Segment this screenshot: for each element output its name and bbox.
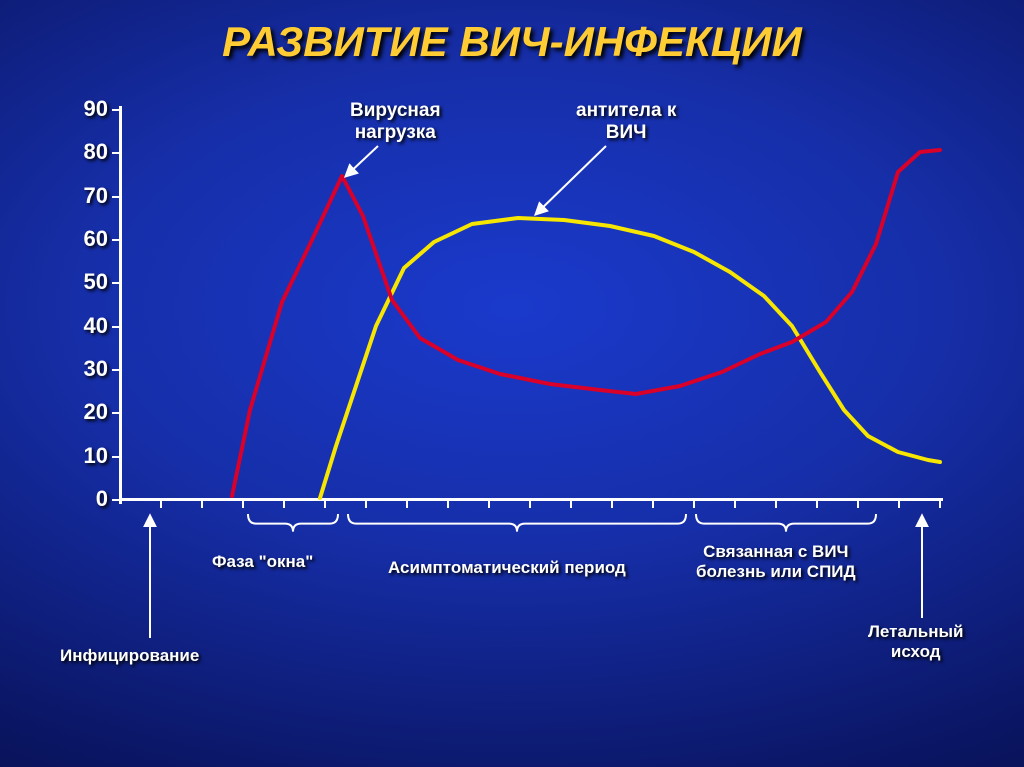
y-tick-mark xyxy=(112,369,120,371)
phase-label-death: Летальный исход xyxy=(868,622,963,661)
phase-label-death-line1: Летальный xyxy=(868,622,963,641)
y-tick-mark xyxy=(112,499,120,501)
y-tick-label: 90 xyxy=(84,96,108,122)
y-tick-mark xyxy=(112,196,120,198)
y-tick-label: 30 xyxy=(84,356,108,382)
y-tick-mark xyxy=(112,456,120,458)
y-tick-label: 80 xyxy=(84,139,108,165)
y-tick-mark xyxy=(112,109,120,111)
chart-area: 0 10 20 30 40 50 60 70 80 90 Вирусная на… xyxy=(120,110,940,500)
y-tick-mark xyxy=(112,412,120,414)
y-tick-label: 20 xyxy=(84,399,108,425)
y-tick-mark xyxy=(112,152,120,154)
phase-label-infection: Инфицирование xyxy=(60,646,199,666)
y-tick-label: 10 xyxy=(84,443,108,469)
y-tick-label: 60 xyxy=(84,226,108,252)
y-tick-label: 0 xyxy=(96,486,108,512)
phase-label-death-line2: исход xyxy=(891,642,941,661)
arrow-viral-load xyxy=(120,110,940,500)
y-tick-mark xyxy=(112,326,120,328)
y-tick-label: 50 xyxy=(84,269,108,295)
y-tick-mark xyxy=(112,282,120,284)
slide-title: РАЗВИТИЕ ВИЧ-ИНФЕКЦИИ xyxy=(0,18,1024,66)
y-tick-label: 70 xyxy=(84,183,108,209)
y-tick-label: 40 xyxy=(84,313,108,339)
arrow-infection xyxy=(120,500,940,680)
y-tick-mark xyxy=(112,239,120,241)
